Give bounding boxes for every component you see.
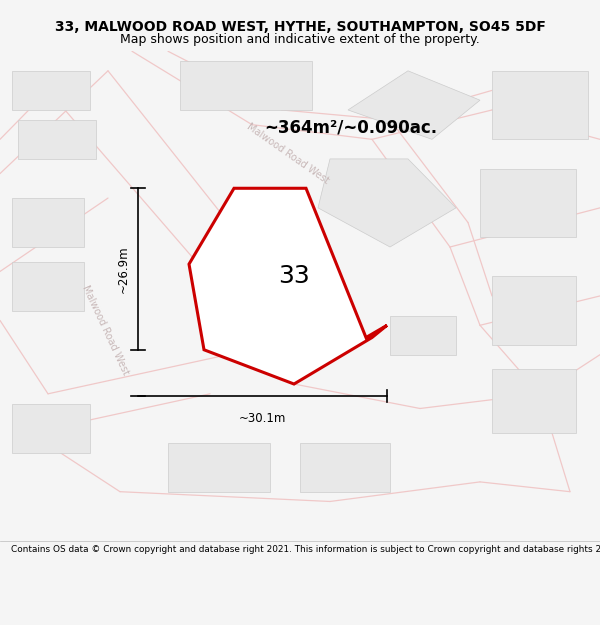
Text: Contains OS data © Crown copyright and database right 2021. This information is : Contains OS data © Crown copyright and d… <box>11 545 600 554</box>
Polygon shape <box>12 404 90 452</box>
Polygon shape <box>180 61 312 110</box>
Polygon shape <box>18 120 96 159</box>
Polygon shape <box>492 369 576 433</box>
Polygon shape <box>189 188 387 384</box>
Text: Map shows position and indicative extent of the property.: Map shows position and indicative extent… <box>120 33 480 46</box>
Polygon shape <box>348 71 480 139</box>
Text: 33: 33 <box>278 264 310 288</box>
Polygon shape <box>318 159 456 247</box>
Polygon shape <box>492 71 588 139</box>
Text: ~26.9m: ~26.9m <box>116 245 130 293</box>
Polygon shape <box>300 442 390 492</box>
Polygon shape <box>12 198 84 247</box>
Polygon shape <box>168 442 270 492</box>
Text: Malwood Road West: Malwood Road West <box>245 122 331 186</box>
Text: Malwood Road West: Malwood Road West <box>80 284 130 377</box>
Polygon shape <box>12 262 84 311</box>
Text: 33, MALWOOD ROAD WEST, HYTHE, SOUTHAMPTON, SO45 5DF: 33, MALWOOD ROAD WEST, HYTHE, SOUTHAMPTO… <box>55 20 545 34</box>
Polygon shape <box>12 71 90 110</box>
Text: ~364m²/~0.090ac.: ~364m²/~0.090ac. <box>264 118 437 136</box>
Polygon shape <box>390 316 456 354</box>
Text: ~30.1m: ~30.1m <box>239 412 286 425</box>
Polygon shape <box>480 169 576 238</box>
Polygon shape <box>492 276 576 345</box>
